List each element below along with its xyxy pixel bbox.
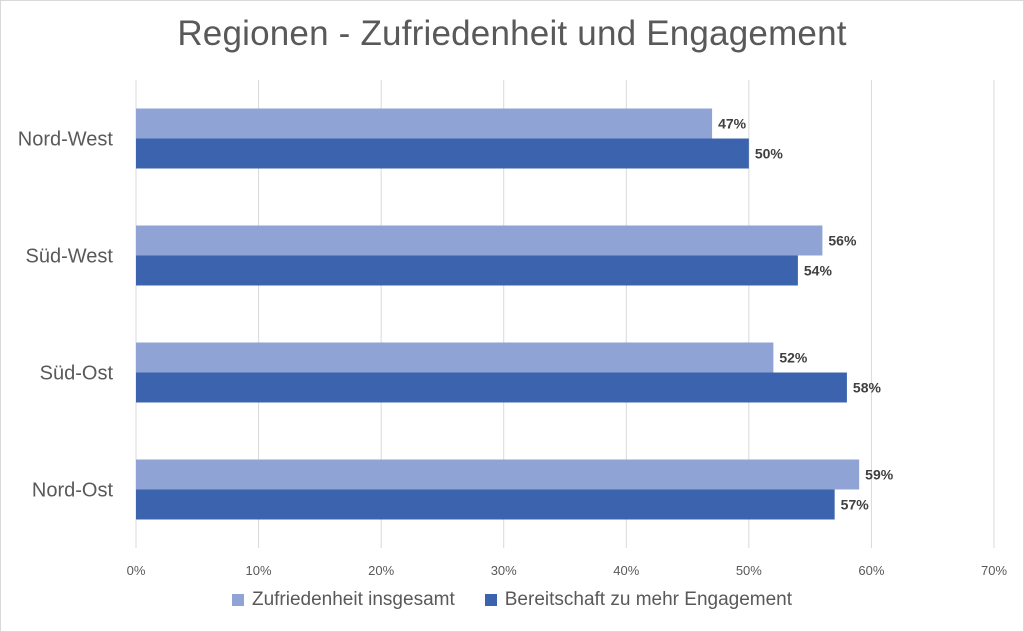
data-label: 59% [865,467,894,483]
legend-swatch-zufriedenheit [231,594,244,606]
category-labels: Nord-West Süd-West Süd-Ost Nord-Ost [18,129,114,502]
category-label: Süd-Ost [40,363,114,385]
data-label: 50% [755,146,784,162]
legend-swatch-bereitschaft [484,594,497,606]
legend-item-bereitschaft[interactable]: Bereitschaft zu mehr Engagement [484,589,793,611]
bar[interactable] [136,372,847,403]
chart-title: Regionen - Zufriedenheit und Engagement [177,14,847,53]
bar[interactable] [136,489,835,520]
x-tick-label: 0% [127,563,146,578]
legend-label-bereitschaft: Bereitschaft zu mehr Engagement [504,589,793,610]
bar[interactable] [136,225,823,256]
x-tick-label: 70% [981,563,1007,578]
bars [136,108,860,520]
category-label: Nord-Ost [32,480,114,502]
legend-label-zufriedenheit: Zufriedenheit insgesamt [251,589,455,610]
x-tick-label: 40% [613,563,639,578]
data-label: 54% [804,263,833,279]
x-tick-label: 20% [368,563,394,578]
data-label: 52% [779,350,808,366]
data-label: 57% [841,497,870,513]
bar[interactable] [136,255,798,286]
x-tick-label: 30% [491,563,517,578]
category-label: Nord-West [18,129,114,151]
x-tick-label: 60% [858,563,884,578]
data-labels: 47% 50% 56% 54% 52% 58% 59% 57% [718,116,894,513]
legend-item-zufriedenheit[interactable]: Zufriedenheit insgesamt [231,589,455,611]
bar[interactable] [136,108,713,139]
bar[interactable] [136,342,774,373]
x-tick-label: 10% [246,563,272,578]
category-label: Süd-West [26,246,114,268]
data-label: 58% [853,380,882,396]
data-label: 47% [718,116,747,132]
bar[interactable] [136,459,860,490]
data-label: 56% [828,233,857,249]
x-tick-labels: 0% 10% 20% 30% 40% 50% 60% 70% [127,563,1008,578]
x-tick-label: 50% [736,563,762,578]
bar[interactable] [136,138,749,169]
legend: Zufriedenheit insgesamt Bereitschaft zu … [0,589,1024,611]
